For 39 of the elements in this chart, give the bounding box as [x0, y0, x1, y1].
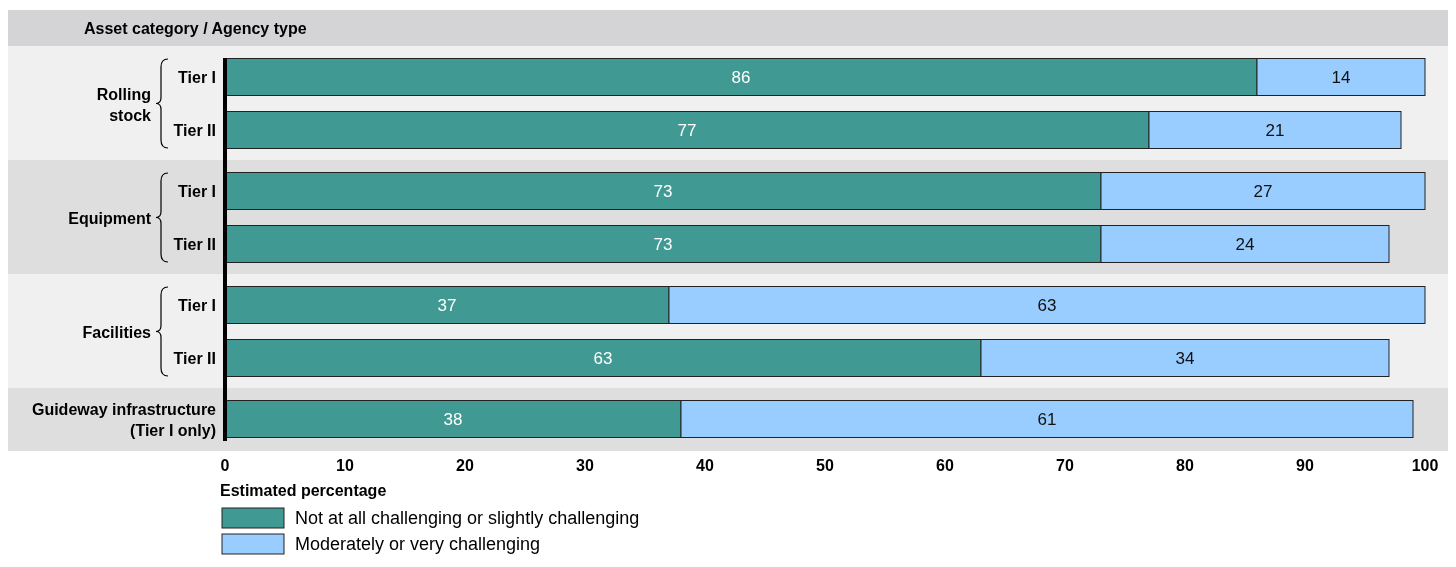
y-axis-title: Asset category / Agency type [84, 20, 307, 37]
x-tick-label: 40 [696, 457, 714, 474]
x-tick-label: 0 [220, 457, 230, 474]
data-label: 38 [443, 410, 463, 429]
y-tick-label: Guideway infrastructure (Tier I only) [31, 401, 217, 439]
data-label: 77 [677, 121, 697, 140]
y-tick-label: Tier II [173, 350, 216, 367]
y-tick-label: Tier I [178, 297, 216, 314]
x-axis-title: Estimated percentage [220, 482, 387, 499]
data-label: 63 [1037, 296, 1057, 315]
x-tick-label: 60 [936, 457, 954, 474]
y-tick-label: Tier I [178, 183, 216, 200]
data-label: 27 [1253, 182, 1273, 201]
data-label: 73 [653, 235, 673, 254]
data-label: 24 [1235, 235, 1255, 254]
legend-label: Moderately or very challenging [295, 534, 541, 554]
x-tick-label: 50 [816, 457, 834, 474]
x-tick-label: 100 [1411, 457, 1439, 474]
x-tick-label: 30 [576, 457, 594, 474]
y-tick-label: Tier II [173, 236, 216, 253]
legend-label: Not at all challenging or slightly challenging [295, 508, 640, 528]
data-label: 73 [653, 182, 673, 201]
text: Facilities [82, 323, 152, 341]
data-label: 86 [731, 68, 751, 87]
data-label: 34 [1175, 349, 1195, 368]
data-label: 61 [1037, 410, 1057, 429]
text: Equipment [68, 209, 152, 227]
data-label: 37 [437, 296, 457, 315]
data-label: 14 [1331, 68, 1351, 87]
y-tick-label: Tier I [178, 69, 216, 86]
text: Rolling stock [96, 85, 152, 124]
data-label: 63 [593, 349, 613, 368]
x-tick-label: 80 [1176, 457, 1194, 474]
x-tick-label: 10 [336, 457, 354, 474]
x-tick-label: 20 [456, 457, 474, 474]
y-tick-label: Tier II [173, 122, 216, 139]
x-tick-label: 90 [1296, 457, 1314, 474]
data-label: 21 [1265, 121, 1285, 140]
x-tick-label: 70 [1056, 457, 1074, 474]
